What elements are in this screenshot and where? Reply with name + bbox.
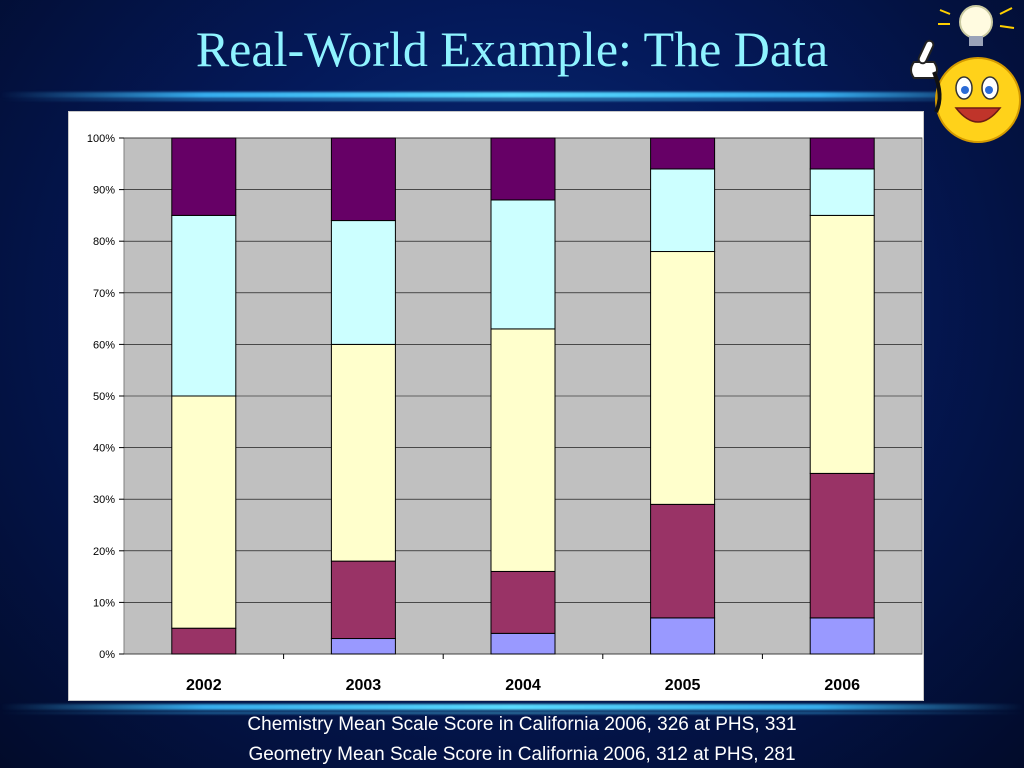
bar-bb-2003: [330, 220, 396, 345]
bar-bb-2005: [650, 168, 716, 253]
slide-title: Real-World Example: The Data: [195, 21, 829, 77]
x-tick-label: 2003: [346, 677, 382, 694]
bar-adv-2004: [490, 632, 556, 655]
y-tick-label: 10%: [93, 597, 115, 609]
bar-fbb-2006: [809, 137, 875, 170]
bar-fbb-2004: [490, 137, 556, 201]
bar-bb-2006: [809, 168, 875, 216]
bar-basic-2006: [809, 214, 875, 474]
bar-basic-2002: [171, 395, 237, 629]
bar-prof-2004: [490, 570, 556, 634]
y-tick-label: 40%: [93, 443, 115, 455]
smiley-lightbulb-icon: [910, 5, 1021, 143]
y-tick-label: 20%: [93, 546, 115, 558]
y-tick-label: 70%: [93, 288, 115, 300]
y-tick-label: 0%: [99, 649, 115, 661]
bar-bb-2002: [171, 214, 237, 397]
y-tick-label: 80%: [93, 236, 115, 248]
y-tick-label: 90%: [93, 185, 115, 197]
y-tick-label: 30%: [93, 494, 115, 506]
bottom-light-streak-thin: [0, 712, 1024, 714]
stacked-bar-chart: 0% 10% 20% 30% 40% 50% 60% 70% 80% 90% 100% 2002 20…: [87, 133, 923, 694]
bar-prof-2005: [650, 503, 716, 619]
bottom-light-streak: [0, 704, 1024, 710]
x-tick-label: 2002: [186, 677, 222, 694]
bar-fbb-2002: [171, 137, 237, 216]
bar-adv-2005: [650, 617, 716, 655]
caption-chemistry: Chemistry Mean Scale Score in California…: [247, 714, 797, 735]
x-tick-label: 2005: [665, 677, 701, 694]
bar-prof-2003: [330, 560, 396, 640]
top-light-streak-thin: [0, 99, 1024, 101]
y-tick-label: 60%: [93, 339, 115, 351]
bar-adv-2006: [809, 617, 875, 655]
lightbulb-icon: [938, 5, 1015, 46]
bar-basic-2004: [490, 328, 556, 572]
bar-prof-2006: [809, 472, 875, 619]
bar-basic-2003: [330, 343, 396, 562]
caption-geometry: Geometry Mean Scale Score in California …: [248, 744, 796, 765]
bar-basic-2005: [650, 251, 716, 505]
y-tick-label: 100%: [87, 133, 115, 145]
chart-panel: 0% 10% 20% 30% 40% 50% 60% 70% 80% 90% 100% 2002 20…: [68, 111, 924, 701]
bar-bb-2004: [490, 199, 556, 330]
bar-prof-2002: [171, 627, 237, 655]
y-tick-label: 50%: [93, 391, 115, 403]
bar-adv-2003: [330, 638, 396, 655]
smiley-face-icon: [935, 57, 1021, 143]
pointing-hand-icon: [910, 39, 942, 113]
bar-fbb-2003: [330, 137, 396, 222]
bar-fbb-2005: [650, 137, 716, 170]
x-tick-label: 2006: [824, 677, 860, 694]
x-tick-label: 2004: [505, 677, 541, 694]
top-light-streak: [0, 92, 1024, 98]
